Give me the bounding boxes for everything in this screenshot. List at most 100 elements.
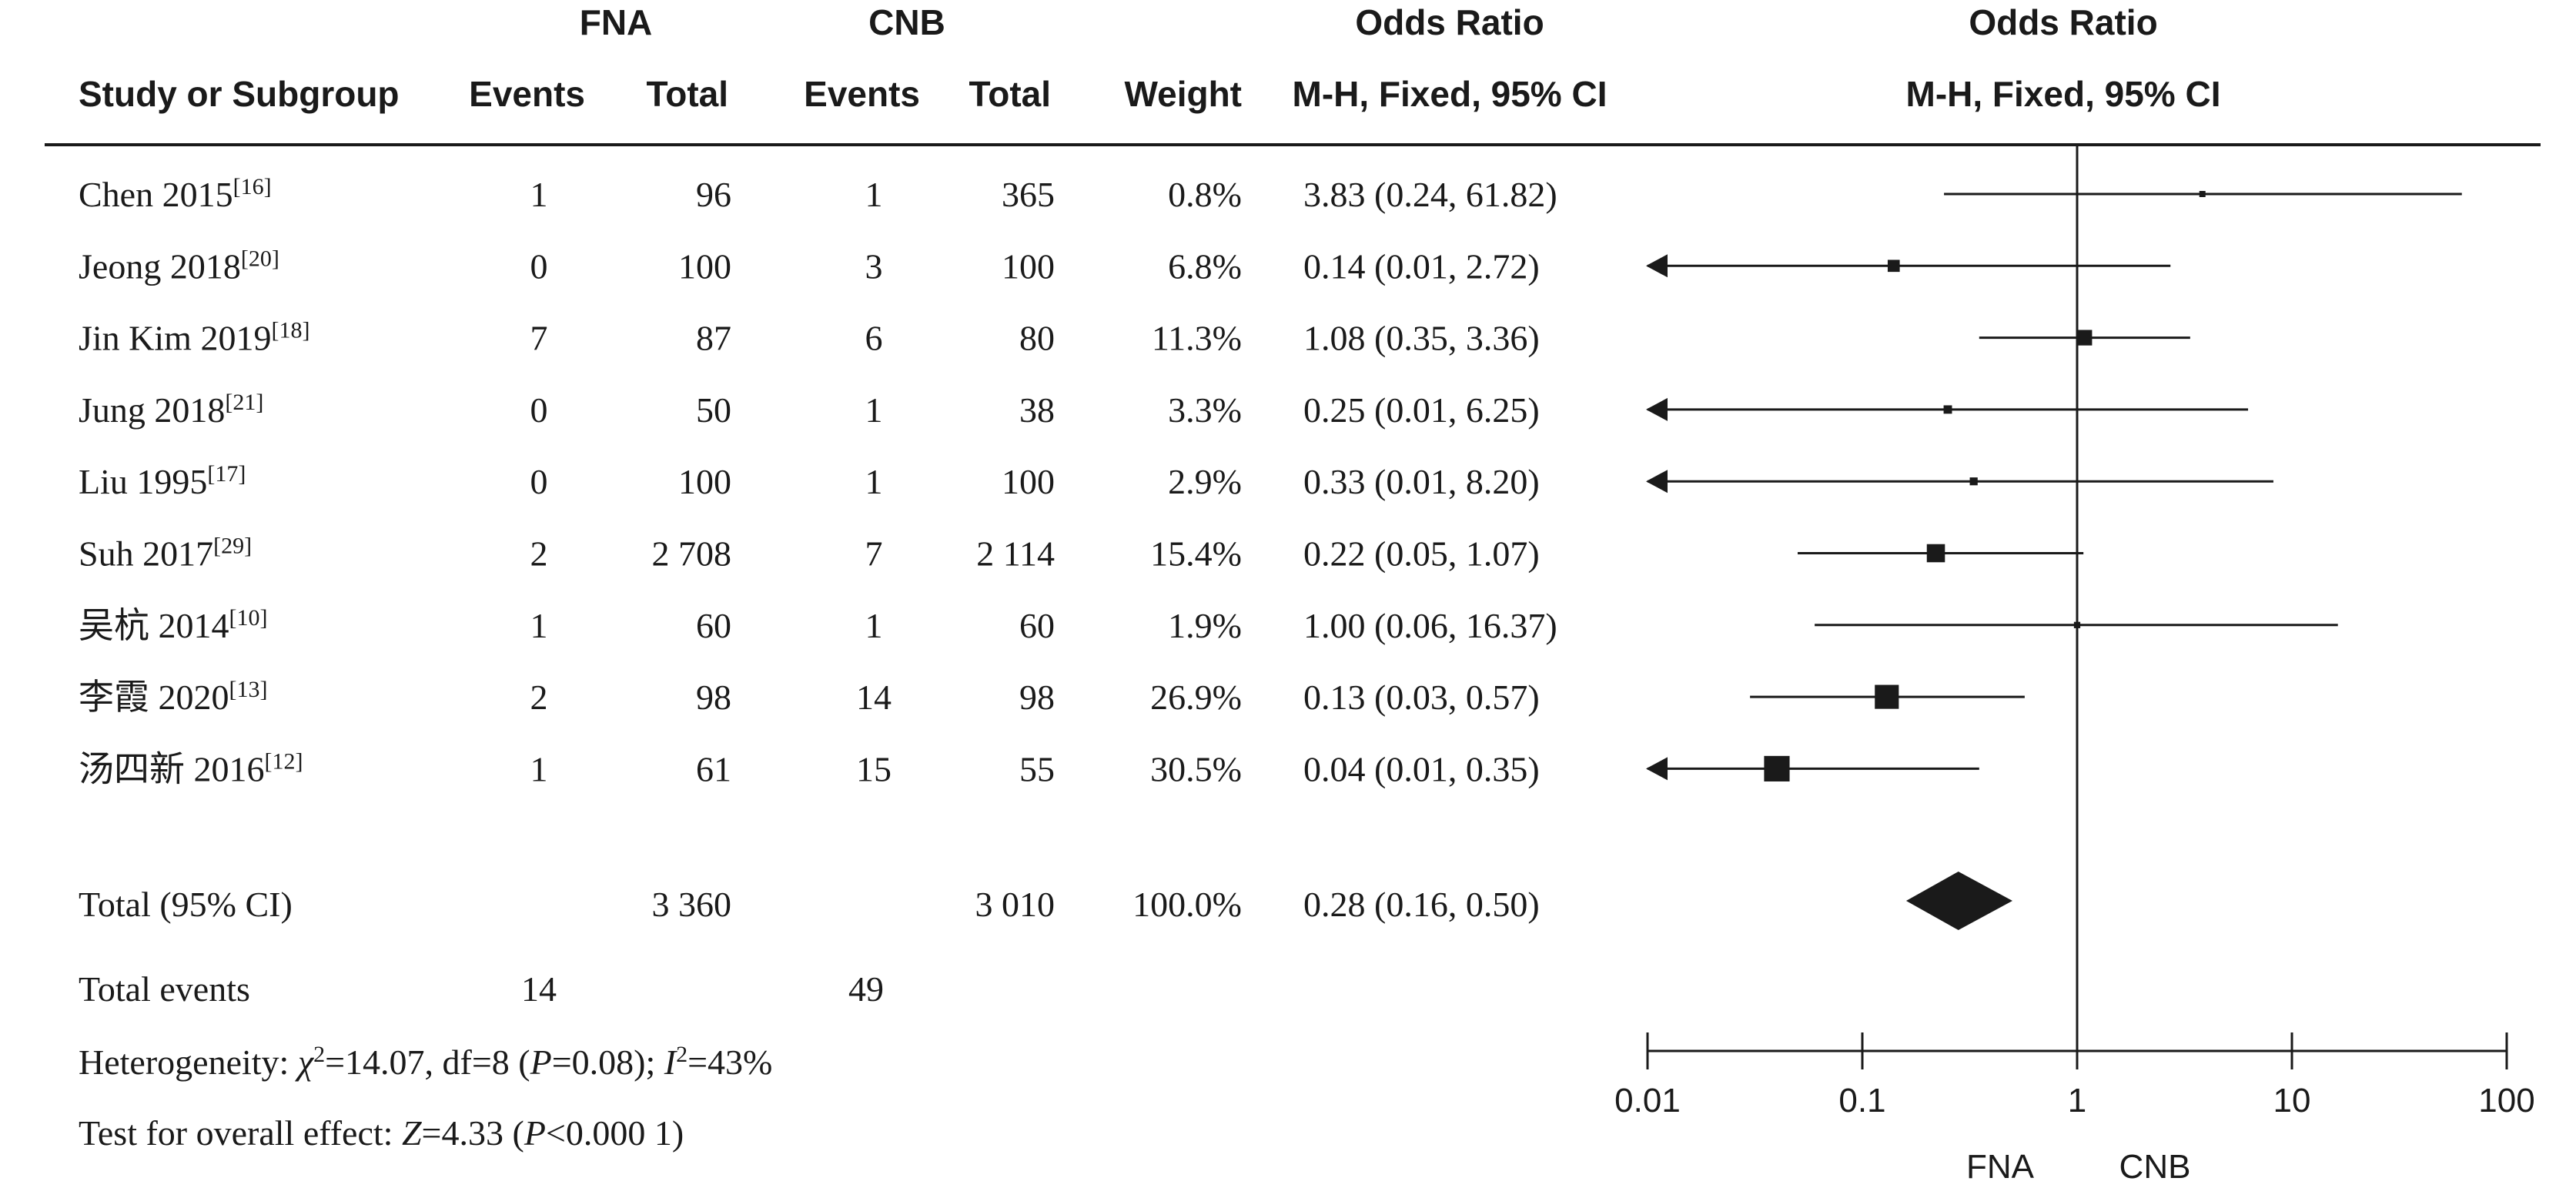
study-name: 汤四新 2016[12] bbox=[79, 748, 303, 788]
study-total-cnb: 38 bbox=[1019, 390, 1055, 430]
study-reference: [29] bbox=[213, 534, 252, 559]
group-header-cnb: CNB bbox=[868, 2, 945, 42]
study-reference: [16] bbox=[233, 174, 272, 199]
study-name-text: Liu 1995 bbox=[79, 462, 207, 501]
study-name: Liu 1995[17] bbox=[79, 461, 246, 501]
study-events-cnb: 14 bbox=[856, 678, 892, 717]
study-rows: Chen 2015[16] 1 96 1 365 0.8% 3.83 (0.24, 61.8… bbox=[79, 174, 1557, 924]
study-ci: 0.04 (0.01, 0.35) bbox=[1303, 749, 1540, 788]
total-events-label: Total events bbox=[79, 969, 250, 1009]
study-name-text: Suh 2017 bbox=[79, 534, 213, 574]
total-events-fna: 14 bbox=[521, 969, 557, 1009]
study-total-fna: 60 bbox=[696, 606, 731, 645]
total-label: Total (95% CI) bbox=[79, 885, 293, 924]
study-events-cnb: 7 bbox=[865, 534, 883, 574]
x-tick-label: 1 bbox=[2068, 1082, 2086, 1119]
study-name-text: Chen 2015 bbox=[79, 175, 233, 214]
study-total-fna: 2 708 bbox=[652, 534, 732, 574]
study-weight: 2.9% bbox=[1168, 462, 1242, 501]
x-tick-label: 10 bbox=[2273, 1082, 2311, 1119]
study-total-cnb: 100 bbox=[1002, 462, 1055, 501]
ci-arrow-left bbox=[1646, 470, 1668, 494]
study-reference: [13] bbox=[229, 677, 268, 702]
study-ci: 0.33 (0.01, 8.20) bbox=[1303, 462, 1540, 501]
study-events-fna: 0 bbox=[530, 462, 548, 501]
study-total-cnb: 55 bbox=[1019, 749, 1055, 788]
point-estimate bbox=[2199, 191, 2206, 197]
study-reference: [18] bbox=[271, 318, 309, 343]
study-name: Suh 2017[29] bbox=[79, 534, 252, 574]
study-total-fna: 100 bbox=[678, 462, 731, 501]
plot-area: 0.01 0.1 1 10 100 bbox=[1614, 146, 2535, 1119]
study-events-fna: 1 bbox=[530, 749, 548, 788]
study-reference: [21] bbox=[225, 390, 263, 415]
point-estimate bbox=[2076, 330, 2093, 346]
study-total-fna: 50 bbox=[696, 390, 731, 430]
study-events-fna: 2 bbox=[530, 534, 548, 574]
study-weight: 0.8% bbox=[1168, 175, 1242, 214]
col-header-weight: Weight bbox=[1125, 74, 1242, 114]
point-estimate bbox=[1764, 755, 1790, 781]
study-ci: 0.22 (0.05, 1.07) bbox=[1303, 534, 1540, 574]
col-header-events-fna: Events bbox=[469, 74, 585, 114]
col-header-total-cnb: Total bbox=[969, 74, 1051, 114]
study-total-cnb: 80 bbox=[1019, 319, 1055, 358]
total-weight: 100.0% bbox=[1132, 885, 1242, 924]
study-ci: 3.83 (0.24, 61.82) bbox=[1303, 175, 1557, 214]
point-estimate bbox=[1969, 477, 1978, 486]
study-name: Jung 2018[21] bbox=[79, 390, 263, 430]
col-header-study: Study or Subgroup bbox=[79, 74, 400, 114]
point-estimate bbox=[1926, 544, 1945, 563]
favours-right-label: CNB bbox=[2119, 1148, 2191, 1186]
study-total-cnb: 98 bbox=[1019, 678, 1055, 717]
study-weight: 6.8% bbox=[1168, 246, 1242, 286]
study-reference: [12] bbox=[265, 748, 303, 774]
study-events-fna: 1 bbox=[530, 175, 548, 214]
study-weight: 30.5% bbox=[1150, 749, 1242, 788]
point-estimate bbox=[1887, 259, 1900, 273]
study-total-cnb: 2 114 bbox=[976, 534, 1055, 574]
study-events-fna: 0 bbox=[530, 390, 548, 430]
study-weight: 26.9% bbox=[1150, 678, 1242, 717]
study-name: Jin Kim 2019[18] bbox=[79, 318, 309, 358]
study-name: 李霞 2020[13] bbox=[79, 677, 267, 717]
study-ci: 0.25 (0.01, 6.25) bbox=[1303, 390, 1540, 430]
study-name: Chen 2015[16] bbox=[79, 174, 272, 214]
study-ci: 0.13 (0.03, 0.57) bbox=[1303, 678, 1540, 717]
study-total-cnb: 100 bbox=[1002, 246, 1055, 286]
study-events-cnb: 1 bbox=[865, 606, 883, 645]
total-cnb: 3 010 bbox=[975, 885, 1055, 924]
study-events-cnb: 3 bbox=[865, 246, 883, 286]
study-total-fna: 100 bbox=[678, 246, 731, 286]
study-events-cnb: 1 bbox=[865, 175, 883, 214]
point-estimate bbox=[1875, 684, 1899, 709]
study-name-text: Jin Kim 2019 bbox=[79, 319, 271, 358]
study-weight: 11.3% bbox=[1152, 319, 1242, 358]
study-weight: 1.9% bbox=[1168, 606, 1242, 645]
point-estimate bbox=[1943, 405, 1952, 414]
study-events-fna: 2 bbox=[530, 678, 548, 717]
col-header-events-cnb: Events bbox=[804, 74, 920, 114]
total-fna: 3 360 bbox=[652, 885, 732, 924]
study-name: 吴杭 2014[10] bbox=[79, 605, 267, 645]
x-tick-label: 0.1 bbox=[1838, 1082, 1885, 1119]
group-header-odds-ratio-plot: Odds Ratio bbox=[1969, 2, 2157, 42]
heterogeneity-text: Heterogeneity: χ2=14.07, df=8 (P=0.08); … bbox=[79, 1042, 772, 1082]
study-total-cnb: 365 bbox=[1002, 175, 1055, 214]
study-events-fna: 1 bbox=[530, 606, 548, 645]
col-header-ci-plot: M-H, Fixed, 95% CI bbox=[1906, 74, 2221, 114]
study-reference: [10] bbox=[229, 605, 268, 631]
x-tick-label: 100 bbox=[2478, 1082, 2534, 1119]
favours-left-label: FNA bbox=[1966, 1148, 2035, 1186]
study-ci: 1.00 (0.06, 16.37) bbox=[1303, 606, 1557, 645]
study-ci: 1.08 (0.35, 3.36) bbox=[1303, 319, 1540, 358]
study-name-text: 李霞 2020 bbox=[79, 678, 229, 717]
ci-arrow-left bbox=[1646, 757, 1668, 781]
study-total-fna: 96 bbox=[696, 175, 731, 214]
study-total-fna: 87 bbox=[696, 319, 731, 358]
col-header-ci-table: M-H, Fixed, 95% CI bbox=[1293, 74, 1607, 114]
pooled-diamond bbox=[1905, 872, 2013, 930]
study-name-text: Jeong 2018 bbox=[79, 246, 241, 286]
group-header-odds-ratio-table: Odds Ratio bbox=[1355, 2, 1544, 42]
